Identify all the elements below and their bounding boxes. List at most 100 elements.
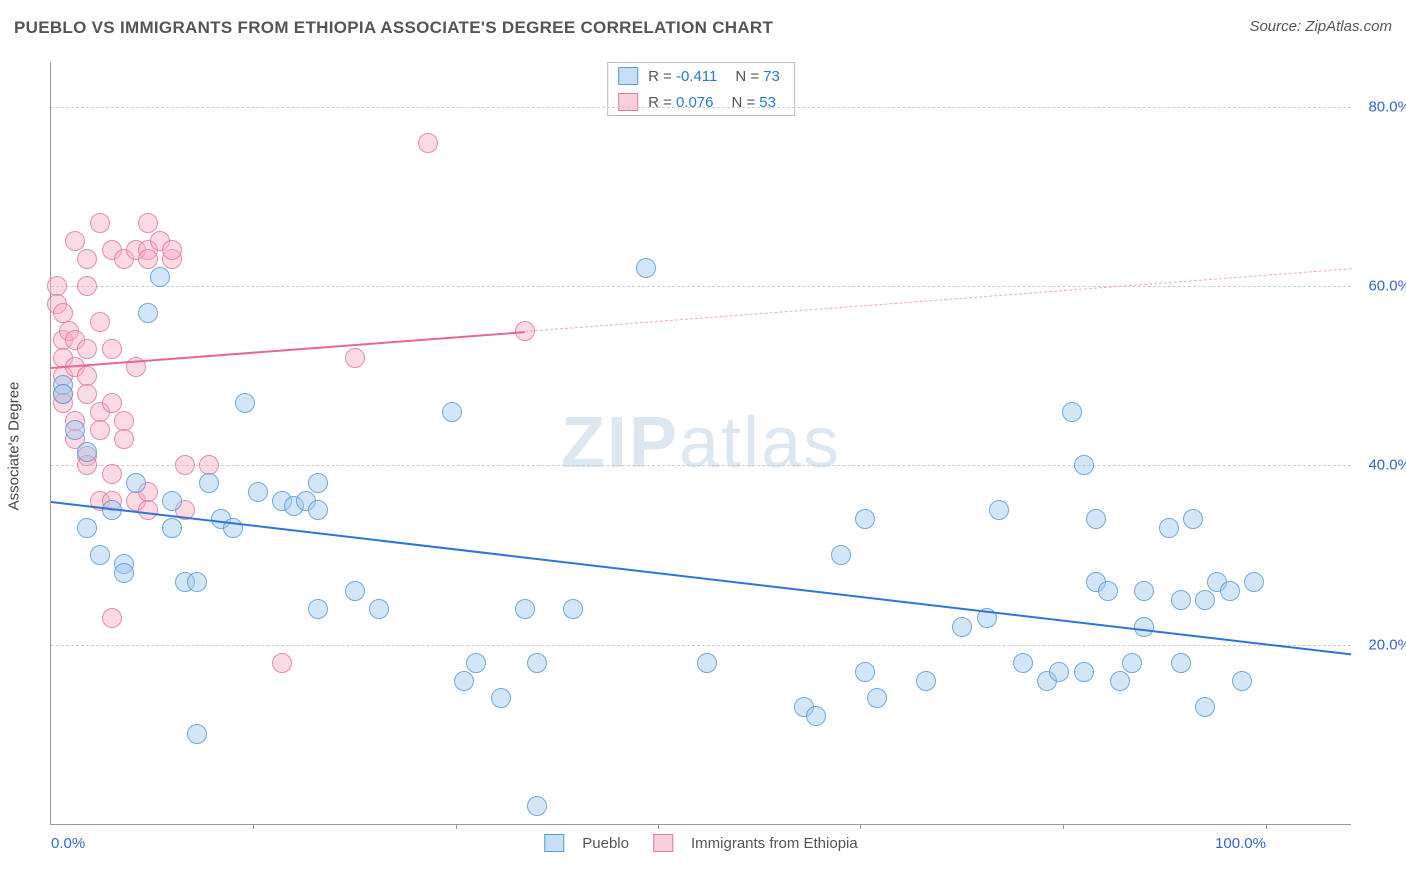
x-tick-mark — [1063, 824, 1064, 829]
n-value: 53 — [759, 94, 776, 111]
scatter-point — [345, 348, 365, 368]
scatter-point — [369, 599, 389, 619]
scatter-point — [527, 796, 547, 816]
r-label: R = — [648, 68, 672, 85]
scatter-point — [1244, 572, 1264, 592]
scatter-point — [162, 240, 182, 260]
scatter-point — [138, 500, 158, 520]
scatter-point — [235, 393, 255, 413]
n-label: N = — [731, 94, 755, 111]
scatter-point — [77, 442, 97, 462]
scatter-point — [308, 500, 328, 520]
scatter-point — [855, 662, 875, 682]
scatter-point — [1074, 455, 1094, 475]
scatter-point — [1122, 653, 1142, 673]
watermark-zip: ZIP — [561, 403, 679, 483]
trend-line — [51, 501, 1351, 655]
scatter-point — [1134, 581, 1154, 601]
scatter-point — [138, 213, 158, 233]
scatter-point — [1232, 671, 1252, 691]
x-tick-mark — [658, 824, 659, 829]
scatter-point — [77, 249, 97, 269]
scatter-point — [102, 608, 122, 628]
scatter-point — [636, 258, 656, 278]
scatter-point — [114, 563, 134, 583]
y-axis-label: Associate's Degree — [6, 382, 23, 511]
scatter-point — [102, 339, 122, 359]
scatter-point — [1220, 581, 1240, 601]
scatter-point — [175, 455, 195, 475]
gridline — [51, 107, 1351, 108]
legend-item-ethiopia: Immigrants from Ethiopia — [653, 834, 858, 852]
correlation-row-ethiopia: R = 0.076 N = 53 — [608, 89, 794, 115]
x-tick-mark — [860, 824, 861, 829]
scatter-point — [1171, 653, 1191, 673]
scatter-point — [1086, 509, 1106, 529]
scatter-point — [855, 509, 875, 529]
n-value: 73 — [763, 68, 780, 85]
x-tick-mark — [1266, 824, 1267, 829]
swatch-blue — [618, 67, 638, 85]
scatter-point — [187, 572, 207, 592]
scatter-point — [697, 653, 717, 673]
scatter-point — [345, 581, 365, 601]
scatter-point — [1171, 590, 1191, 610]
scatter-point — [952, 617, 972, 637]
scatter-point — [1159, 518, 1179, 538]
y-tick-label: 20.0% — [1368, 636, 1406, 653]
scatter-point — [515, 599, 535, 619]
legend-label: Immigrants from Ethiopia — [691, 835, 858, 852]
scatter-point — [102, 393, 122, 413]
chart-title: PUEBLO VS IMMIGRANTS FROM ETHIOPIA ASSOC… — [14, 18, 773, 38]
scatter-point — [454, 671, 474, 691]
y-tick-label: 40.0% — [1368, 457, 1406, 474]
scatter-point — [162, 491, 182, 511]
scatter-point — [138, 303, 158, 323]
watermark: ZIPatlas — [561, 402, 841, 484]
scatter-point — [1098, 581, 1118, 601]
scatter-point — [1074, 662, 1094, 682]
scatter-point — [916, 671, 936, 691]
gridline — [51, 286, 1351, 287]
x-tick-label: 0.0% — [51, 835, 85, 852]
scatter-point — [867, 688, 887, 708]
scatter-point — [418, 133, 438, 153]
correlation-legend: R = -0.411 N = 73 R = 0.076 N = 53 — [607, 62, 795, 116]
watermark-atlas: atlas — [679, 403, 841, 483]
scatter-point — [102, 464, 122, 484]
y-tick-label: 60.0% — [1368, 278, 1406, 295]
scatter-point — [491, 688, 511, 708]
scatter-point — [308, 599, 328, 619]
scatter-point — [90, 213, 110, 233]
scatter-point — [1013, 653, 1033, 673]
legend-item-pueblo: Pueblo — [544, 834, 629, 852]
scatter-point — [1062, 402, 1082, 422]
trend-line — [51, 331, 525, 369]
scatter-point — [65, 231, 85, 251]
scatter-point — [90, 545, 110, 565]
scatter-point — [308, 473, 328, 493]
scatter-point — [53, 384, 73, 404]
scatter-point — [1183, 509, 1203, 529]
scatter-point — [126, 473, 146, 493]
scatter-point — [527, 653, 547, 673]
x-tick-mark — [456, 824, 457, 829]
scatter-point — [466, 653, 486, 673]
scatter-point — [1110, 671, 1130, 691]
scatter-point — [442, 402, 462, 422]
scatter-point — [248, 482, 268, 502]
swatch-blue — [544, 834, 564, 852]
scatter-point — [1134, 617, 1154, 637]
scatter-point — [90, 420, 110, 440]
scatter-point — [77, 518, 97, 538]
r-value: 0.076 — [676, 94, 714, 111]
scatter-plot-area: ZIPatlas R = -0.411 N = 73 R = 0.076 N =… — [50, 62, 1351, 825]
scatter-point — [114, 429, 134, 449]
x-tick-mark — [253, 824, 254, 829]
scatter-point — [1195, 697, 1215, 717]
scatter-point — [1049, 662, 1069, 682]
scatter-point — [77, 384, 97, 404]
scatter-point — [77, 339, 97, 359]
correlation-row-pueblo: R = -0.411 N = 73 — [608, 63, 794, 89]
r-label: R = — [648, 94, 672, 111]
